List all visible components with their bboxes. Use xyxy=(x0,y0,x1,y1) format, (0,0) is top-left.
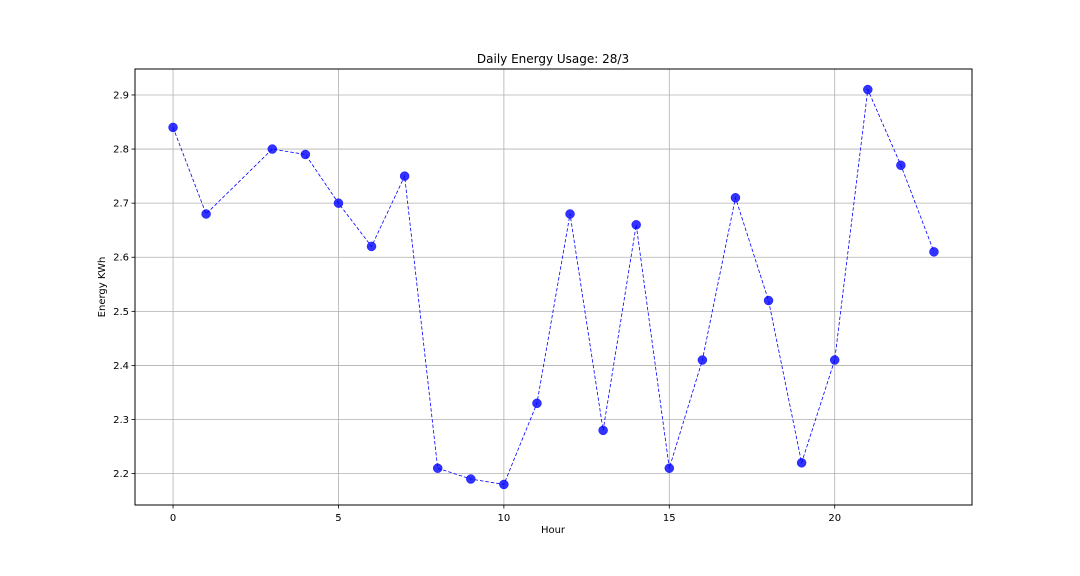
x-tick-label: 15 xyxy=(663,513,676,524)
data-point xyxy=(399,171,410,181)
data-point xyxy=(631,220,641,230)
axis-ticks: 0 5 10 15 20 2.2 2.3 2.4 2.5 2.6 2.7 2.8 2.9 xyxy=(113,90,841,524)
data-point xyxy=(598,425,608,436)
y-tick-label: 2.4 xyxy=(113,361,129,372)
x-tick-label: 0 xyxy=(170,513,176,524)
data-point xyxy=(863,84,873,95)
data-point xyxy=(201,209,211,219)
data-point xyxy=(829,355,840,365)
y-tick-label: 2.6 xyxy=(113,253,129,264)
data-point xyxy=(499,479,509,490)
y-tick-label: 2.8 xyxy=(113,145,129,156)
y-axis-label: Energy KWh xyxy=(97,257,108,318)
data-point xyxy=(929,247,939,257)
data-point xyxy=(432,463,443,473)
data-point xyxy=(664,463,675,473)
x-tick-label: 5 xyxy=(335,513,341,524)
y-tick-label: 2.7 xyxy=(113,199,129,210)
data-point xyxy=(466,474,476,484)
data-point xyxy=(300,149,311,160)
x-tick-label: 10 xyxy=(498,513,511,524)
y-tick-label: 2.9 xyxy=(113,90,129,101)
data-point xyxy=(267,144,278,154)
data-point xyxy=(366,241,377,252)
data-point xyxy=(796,458,807,468)
data-point xyxy=(896,160,906,171)
data-point xyxy=(333,198,344,208)
data-point xyxy=(697,355,708,365)
x-tick-label: 20 xyxy=(828,513,841,524)
plot-frame xyxy=(134,68,973,506)
data-point xyxy=(565,209,575,219)
chart-title: Daily Energy Usage: 28/3 xyxy=(477,52,629,66)
y-tick-label: 2.3 xyxy=(113,415,129,426)
data-point xyxy=(730,192,741,203)
data-point xyxy=(532,398,542,409)
data-series xyxy=(168,84,939,490)
y-tick-label: 2.2 xyxy=(113,469,129,480)
x-axis-label: Hour xyxy=(541,525,566,536)
y-tick-label: 2.5 xyxy=(113,307,129,318)
data-point xyxy=(763,295,774,306)
data-point xyxy=(168,122,178,133)
